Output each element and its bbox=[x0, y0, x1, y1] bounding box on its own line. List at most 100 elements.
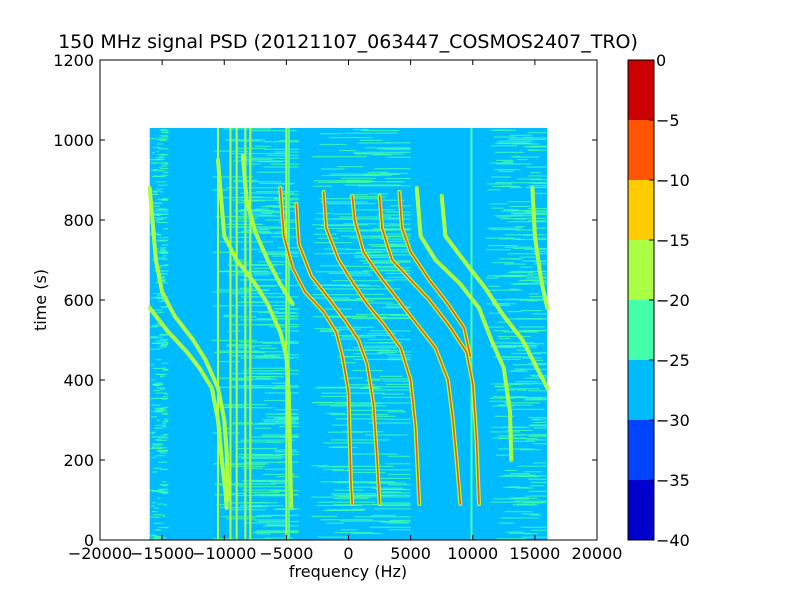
noise-speck bbox=[163, 255, 167, 257]
noise-speck bbox=[264, 468, 291, 470]
noise-speck bbox=[508, 138, 547, 141]
noise-speck bbox=[150, 364, 155, 366]
noise-speck bbox=[163, 504, 168, 506]
x-tick-label: −20000 bbox=[68, 544, 132, 563]
noise-speck bbox=[265, 205, 284, 207]
noise-speck bbox=[157, 188, 163, 190]
noise-speck bbox=[259, 215, 276, 217]
noise-speck bbox=[388, 217, 405, 219]
noise-speck bbox=[151, 511, 158, 513]
noise-speck bbox=[159, 483, 169, 486]
noise-speck bbox=[159, 407, 164, 410]
noise-speck bbox=[312, 294, 359, 296]
noise-speck bbox=[161, 413, 169, 415]
noise-speck bbox=[530, 179, 548, 181]
noise-speck bbox=[242, 370, 275, 372]
noise-speck bbox=[152, 170, 165, 172]
noise-speck bbox=[266, 522, 287, 524]
x-tick-label: 20000 bbox=[572, 544, 623, 563]
noise-speck bbox=[513, 500, 548, 502]
noise-speck bbox=[333, 326, 375, 328]
noise-speck bbox=[264, 253, 290, 255]
noise-speck bbox=[276, 475, 299, 478]
noise-speck bbox=[150, 326, 158, 328]
noise-speck bbox=[514, 282, 538, 285]
noise-speck bbox=[528, 293, 539, 295]
noise-speck bbox=[227, 264, 277, 266]
noise-speck bbox=[159, 249, 167, 251]
noise-speck bbox=[219, 377, 251, 379]
noise-speck bbox=[231, 152, 288, 155]
noise-speck bbox=[533, 213, 548, 216]
noise-speck bbox=[151, 214, 160, 216]
noise-speck bbox=[159, 489, 169, 491]
noise-speck bbox=[333, 482, 397, 484]
noise-speck bbox=[497, 358, 521, 360]
noise-speck bbox=[261, 434, 299, 436]
noise-speck bbox=[249, 285, 277, 287]
noise-speck bbox=[492, 437, 525, 439]
noise-speck bbox=[160, 409, 165, 411]
noise-speck bbox=[353, 194, 369, 196]
noise-speck bbox=[273, 508, 297, 511]
heatmap-background bbox=[149, 128, 548, 540]
noise-speck bbox=[157, 497, 161, 499]
noise-speck bbox=[214, 406, 252, 409]
noise-speck bbox=[489, 431, 520, 433]
noise-speck bbox=[162, 369, 169, 371]
noise-speck bbox=[486, 183, 513, 185]
noise-speck bbox=[239, 287, 254, 289]
noise-speck bbox=[161, 244, 169, 246]
noise-speck bbox=[269, 490, 287, 492]
noise-speck bbox=[525, 186, 548, 189]
noise-speck bbox=[248, 264, 285, 266]
noise-speck bbox=[381, 396, 411, 398]
chart-title: 150 MHz signal PSD (20121107_063447_COSM… bbox=[58, 31, 638, 53]
noise-speck bbox=[312, 156, 367, 158]
noise-speck bbox=[153, 162, 164, 164]
noise-speck bbox=[498, 522, 515, 524]
noise-speck bbox=[149, 489, 154, 492]
noise-speck bbox=[368, 288, 401, 290]
noise-speck bbox=[160, 251, 166, 253]
noise-speck bbox=[271, 382, 287, 384]
noise-speck bbox=[151, 342, 160, 344]
noise-speck bbox=[164, 162, 169, 164]
noise-speck bbox=[157, 198, 167, 201]
noise-speck bbox=[489, 228, 521, 231]
noise-speck bbox=[155, 358, 162, 361]
noise-speck bbox=[532, 502, 543, 504]
noise-speck bbox=[158, 276, 165, 278]
noise-speck bbox=[271, 387, 288, 390]
noise-speck bbox=[255, 423, 299, 425]
noise-speck bbox=[364, 147, 411, 149]
noise-speck bbox=[384, 142, 411, 144]
noise-speck bbox=[276, 508, 299, 510]
noise-speck bbox=[311, 464, 330, 467]
noise-speck bbox=[514, 368, 524, 370]
noise-speck bbox=[530, 485, 545, 487]
noise-speck bbox=[248, 506, 268, 508]
noise-speck bbox=[160, 435, 167, 437]
y-tick-label: 800 bbox=[63, 211, 94, 230]
noise-speck bbox=[501, 356, 520, 358]
noise-speck bbox=[258, 161, 283, 163]
noise-speck bbox=[358, 185, 411, 187]
noise-speck bbox=[156, 397, 164, 399]
noise-speck bbox=[499, 337, 511, 340]
noise-speck bbox=[503, 474, 536, 476]
noise-speck bbox=[252, 284, 299, 287]
noise-speck bbox=[269, 515, 286, 517]
noise-speck bbox=[519, 256, 540, 258]
noise-speck bbox=[526, 166, 548, 168]
noise-speck bbox=[497, 335, 531, 338]
noise-speck bbox=[161, 128, 167, 131]
noise-speck bbox=[151, 379, 156, 381]
noise-speck bbox=[523, 471, 543, 473]
noise-speck bbox=[160, 397, 169, 400]
noise-speck bbox=[317, 536, 349, 538]
noise-speck bbox=[335, 418, 389, 420]
noise-speck bbox=[514, 238, 548, 241]
noise-speck bbox=[504, 246, 532, 248]
noise-speck bbox=[221, 404, 267, 406]
